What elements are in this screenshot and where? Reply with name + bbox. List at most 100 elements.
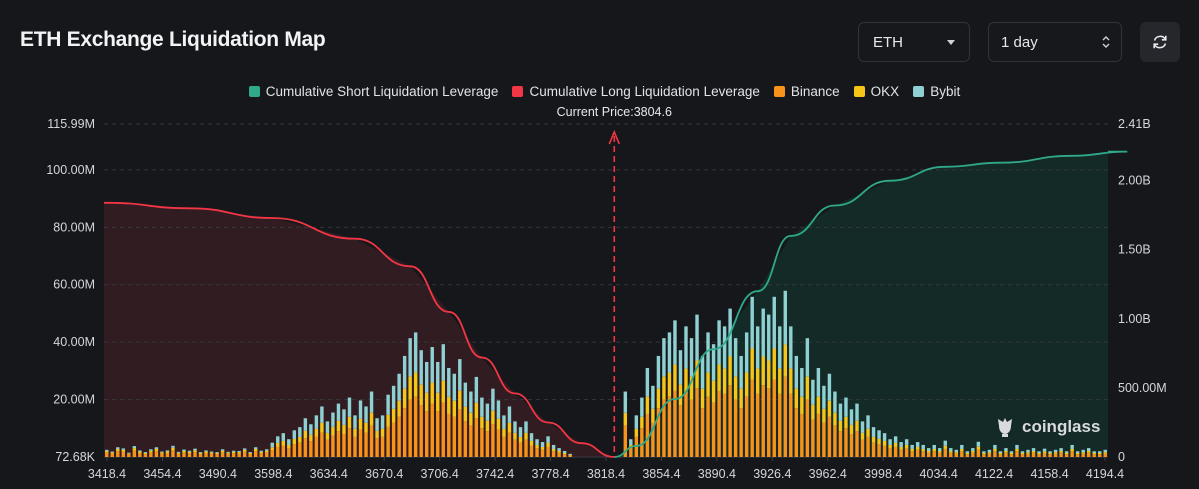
bar-bybit <box>491 388 495 411</box>
legend-item-long[interactable]: Cumulative Long Liquidation Leverage <box>512 84 760 99</box>
y-left-tick-label: 72.68K <box>55 450 95 464</box>
y-left-tick-label: 40.00M <box>53 335 95 349</box>
bar-bybit <box>513 421 517 433</box>
long-cumulative-line <box>103 201 615 458</box>
bar-okx <box>695 360 699 389</box>
bar-okx <box>358 418 363 430</box>
bar-binance <box>921 451 925 457</box>
y-left-tick-label: 100.00M <box>46 163 95 177</box>
bar-okx <box>998 452 1003 455</box>
bar-bybit <box>860 421 865 433</box>
x-tick-label: 3778.4 <box>531 467 569 481</box>
bar-okx <box>480 416 484 429</box>
x-tick-label: 4158.4 <box>1030 467 1068 481</box>
bar-okx <box>706 372 710 397</box>
bar-bybit <box>436 361 440 393</box>
legend-label: Bybit <box>930 84 961 99</box>
bar-okx <box>320 422 324 433</box>
bar-okx <box>149 450 153 453</box>
legend-item-okx[interactable]: OKX <box>853 84 899 99</box>
bar-okx <box>116 448 120 452</box>
refresh-icon <box>1153 35 1167 49</box>
y-left-tick-label: 20.00M <box>53 393 95 407</box>
bar-okx <box>1042 451 1047 453</box>
caret-down-icon <box>947 39 955 45</box>
bar-binance <box>755 393 760 457</box>
bar-okx <box>331 426 335 436</box>
bar-okx <box>496 418 501 430</box>
legend-label: Cumulative Long Liquidation Leverage <box>529 84 760 99</box>
bar-okx <box>960 448 964 452</box>
y-right-tick-label: 500.00M <box>1118 381 1167 395</box>
bar-okx <box>430 382 434 404</box>
bar-bybit <box>645 368 650 397</box>
bar-bybit <box>474 376 479 403</box>
bar-binance <box>458 409 462 457</box>
bar-bybit <box>265 449 269 451</box>
current-price-arrow-icon <box>608 129 621 145</box>
bar-okx <box>535 444 539 449</box>
bar-okx <box>132 448 137 451</box>
bar-binance <box>1009 454 1014 457</box>
bar-binance <box>816 413 821 457</box>
bar-okx <box>353 428 357 437</box>
bar-binance <box>662 399 666 457</box>
bar-okx <box>761 356 765 386</box>
asset-select[interactable]: ETH <box>858 22 970 62</box>
bar-binance <box>678 405 683 457</box>
bar-binance <box>789 393 793 457</box>
bar-okx <box>248 452 252 455</box>
bar-bybit <box>739 355 743 389</box>
refresh-button[interactable] <box>1140 22 1180 62</box>
bar-bybit <box>684 326 688 369</box>
bar-binance <box>684 393 688 457</box>
watermark-text: coinglass <box>1022 417 1101 436</box>
bar-binance <box>110 453 114 457</box>
bar-bybit <box>662 338 666 377</box>
bar-bybit <box>425 361 429 393</box>
bar-binance <box>849 434 854 457</box>
bar-okx <box>827 400 832 417</box>
bar-bybit <box>557 448 561 451</box>
bar-okx <box>976 446 981 450</box>
bar-okx <box>1059 450 1063 453</box>
bar-okx <box>105 450 109 453</box>
chart-legend: Cumulative Short Liquidation Leverage Cu… <box>0 84 1199 99</box>
bar-binance <box>833 425 837 457</box>
bar-binance <box>750 379 754 457</box>
bar-bybit <box>176 451 181 453</box>
bar-okx <box>209 452 214 454</box>
bar-binance <box>667 396 672 457</box>
bar-binance <box>281 445 285 457</box>
bar-bybit <box>888 439 892 445</box>
range-select-value: 1 day <box>1001 33 1038 51</box>
range-select[interactable]: 1 day <box>988 22 1122 62</box>
bar-bybit <box>121 448 126 450</box>
bar-bybit <box>353 415 357 429</box>
bar-bybit <box>1015 444 1019 449</box>
bar-binance <box>220 452 225 457</box>
bar-binance <box>794 408 799 457</box>
bar-bybit <box>281 433 285 441</box>
bar-bybit <box>524 421 528 433</box>
bar-binance <box>342 434 346 457</box>
bar-okx <box>507 422 512 433</box>
bar-binance <box>149 452 153 457</box>
legend-label: Binance <box>790 84 840 99</box>
bar-bybit <box>529 433 534 441</box>
bar-bybit <box>342 409 346 425</box>
legend-item-bybit[interactable]: Bybit <box>913 84 960 99</box>
bar-binance <box>529 445 534 457</box>
bar-binance <box>1059 452 1063 457</box>
bar-okx <box>413 372 418 397</box>
bar-bybit <box>154 447 159 449</box>
bar-binance <box>138 452 142 457</box>
bar-bybit <box>551 444 556 449</box>
legend-item-binance[interactable]: Binance <box>773 84 840 99</box>
bar-bybit <box>706 332 710 373</box>
bar-okx <box>518 436 523 443</box>
legend-item-short[interactable]: Cumulative Short Liquidation Leverage <box>248 84 498 99</box>
bar-binance <box>568 455 572 457</box>
bar-okx <box>204 451 208 453</box>
bar-binance <box>827 416 832 457</box>
